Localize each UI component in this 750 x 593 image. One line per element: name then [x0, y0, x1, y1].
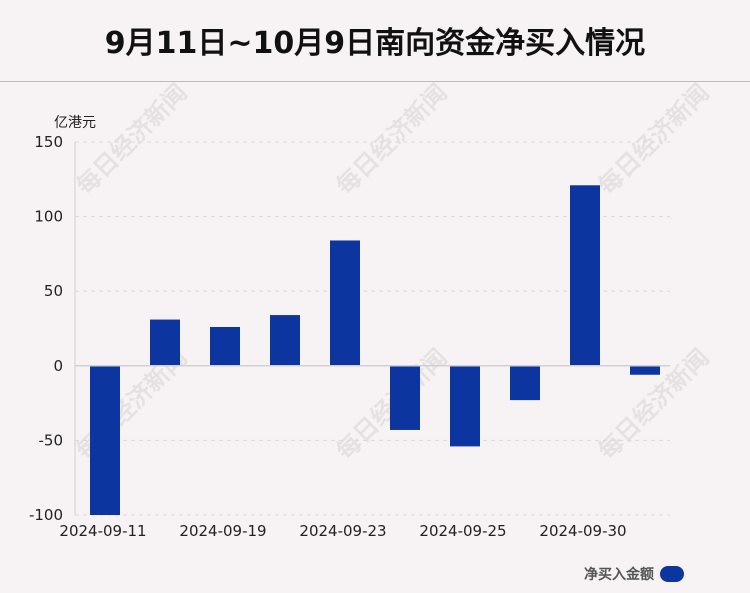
- bar: [390, 365, 420, 430]
- x-tick-label: 2024-09-19: [179, 522, 266, 540]
- bar: [570, 185, 600, 366]
- x-tick-label: 2024-09-25: [419, 522, 506, 540]
- bar: [210, 327, 240, 366]
- chart-title: 9月11日~10月9日南向资金净买入情况: [104, 26, 646, 61]
- title-divider: [0, 81, 750, 82]
- y-tick-label: 100: [34, 208, 63, 226]
- legend: 净买入金额: [584, 564, 684, 584]
- y-tick-label: 50: [44, 282, 63, 300]
- legend-label: 净买入金额: [584, 567, 654, 583]
- legend-swatch: [660, 566, 684, 582]
- bar: [330, 240, 360, 366]
- y-tick-label: -50: [39, 431, 64, 449]
- bar: [270, 315, 300, 366]
- y-tick-label: 0: [53, 357, 63, 375]
- y-tick-label: 150: [34, 133, 63, 151]
- y-axis-unit-label: 亿港元: [54, 115, 96, 131]
- bar: [450, 365, 480, 447]
- x-tick-label: 2024-09-11: [59, 522, 146, 540]
- x-tick-label: 2024-09-30: [539, 522, 626, 540]
- bar: [150, 319, 180, 366]
- x-tick-label: 2024-09-23: [299, 522, 386, 540]
- bar: [510, 365, 540, 401]
- y-tick-label: -100: [29, 506, 63, 524]
- bar: [90, 365, 120, 515]
- bar: [630, 365, 660, 375]
